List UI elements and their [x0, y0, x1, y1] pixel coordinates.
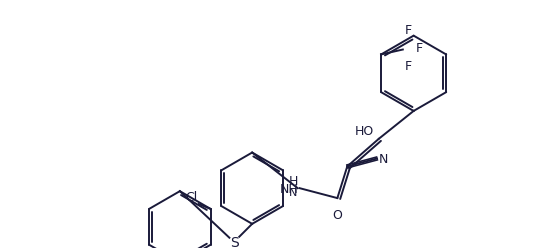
Text: HO: HO	[355, 124, 374, 137]
Text: N: N	[289, 188, 298, 198]
Text: O: O	[333, 208, 342, 221]
Text: NH: NH	[280, 182, 299, 195]
Text: H: H	[288, 174, 298, 188]
Text: F: F	[405, 24, 412, 36]
Text: N: N	[379, 152, 388, 165]
Text: S: S	[230, 235, 239, 249]
Text: F: F	[416, 42, 423, 55]
Text: F: F	[405, 60, 412, 73]
Text: Cl: Cl	[186, 190, 198, 203]
